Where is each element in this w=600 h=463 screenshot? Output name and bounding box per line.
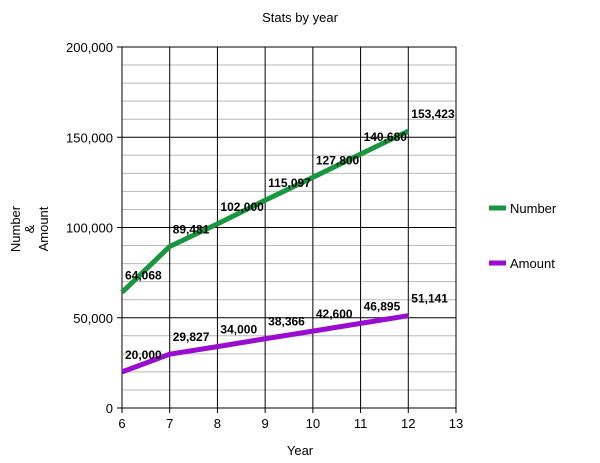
data-label: 115,097 [268, 176, 311, 190]
data-label: 153,423 [411, 107, 455, 121]
x-tick-label: 9 [262, 416, 269, 431]
data-label: 51,141 [411, 292, 448, 306]
data-label: 64,068 [125, 268, 162, 282]
y-tick-label: 150,000 [66, 130, 113, 145]
data-label: 38,366 [268, 315, 305, 329]
data-labels: 64,068 89,481 102,000 115,097 127,800 140,680… [125, 107, 455, 362]
data-label: 127,800 [316, 153, 360, 167]
data-label: 20,000 [125, 348, 162, 362]
x-axis-title: Year [287, 443, 314, 458]
axes: 0 50,000 100,000 150,000 200,000 6 7 8 9 10 11 12 13 [66, 40, 463, 431]
y-axis-title: Number&Amount [8, 205, 51, 252]
x-tick-label: 8 [214, 416, 221, 431]
y-axis-title-text: Number&Amount [8, 205, 51, 252]
x-tick-label: 12 [401, 416, 415, 431]
data-label: 46,895 [364, 299, 401, 313]
legend-label: Number [510, 201, 557, 216]
x-tick-label: 6 [118, 416, 125, 431]
y-axis-title-line: Amount [36, 206, 51, 251]
y-axis-title-line: Number [8, 205, 23, 252]
chart-title: Stats by year [262, 10, 339, 25]
data-label: 102,000 [220, 200, 264, 214]
series-group [120, 128, 410, 375]
y-tick-label: 100,000 [66, 221, 113, 236]
y-tick-label: 50,000 [73, 311, 113, 326]
legend: Number Amount [489, 201, 557, 271]
data-label: 140,680 [364, 130, 408, 144]
y-axis-title-line: & [22, 224, 37, 233]
y-tick-label: 200,000 [66, 40, 113, 55]
data-label: 34,000 [220, 323, 257, 337]
y-tick-label: 0 [106, 401, 113, 416]
x-tick-label: 7 [166, 416, 173, 431]
x-tick-label: 11 [354, 416, 368, 431]
data-label: 29,827 [173, 330, 210, 344]
data-label: 89,481 [173, 222, 210, 236]
data-label: 42,600 [316, 307, 353, 321]
legend-label: Amount [510, 256, 555, 271]
x-tick-label: 10 [306, 416, 320, 431]
x-tick-label: 13 [449, 416, 463, 431]
